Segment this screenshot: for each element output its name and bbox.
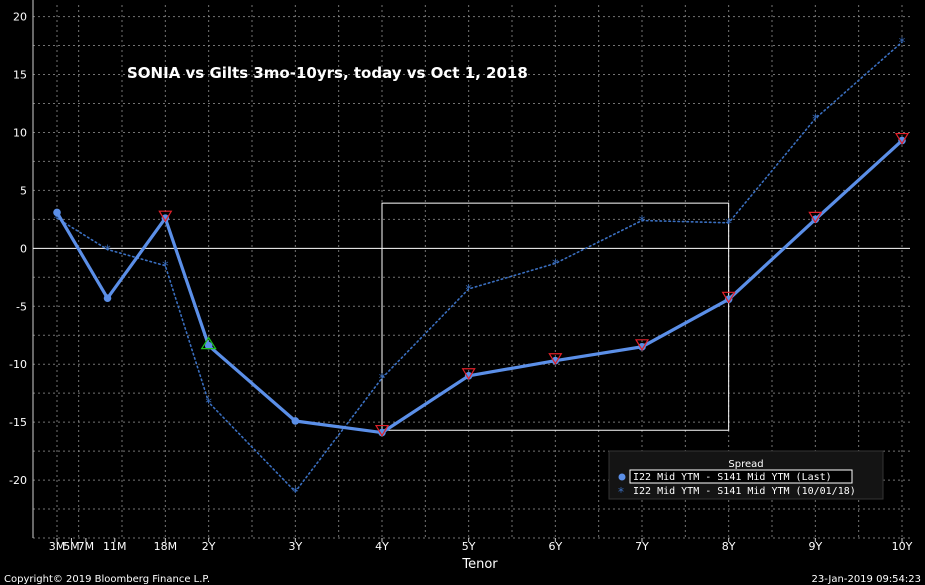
- legend-marker-previous: *: [618, 485, 624, 499]
- down-triangle-marker: [634, 339, 650, 351]
- series-point-previous: *: [54, 212, 61, 227]
- x-tick-label: 3M: [49, 540, 66, 553]
- series-point-previous: *: [205, 396, 212, 411]
- series-point-last: [103, 294, 112, 302]
- y-tick-label: -10: [9, 358, 27, 371]
- x-tick-label: 5Y: [462, 540, 476, 553]
- series-point-previous: *: [899, 36, 906, 51]
- x-tick-label: 6Y: [548, 540, 562, 553]
- x-tick-label: 5M: [63, 540, 80, 553]
- series-line-previous: [56, 41, 903, 493]
- series-point-previous: *: [162, 260, 169, 275]
- series-point-last: [638, 343, 646, 351]
- down-triangle-marker: [461, 368, 476, 380]
- x-tick-label: 7M: [78, 540, 95, 553]
- x-tick-label: 3Y: [288, 540, 302, 553]
- series-point-previous: *: [725, 217, 732, 232]
- series-point-previous: *: [812, 113, 819, 128]
- legend-label-previous: I22 Mid YTM - S141 Mid YTM (10/01/18): [633, 486, 856, 497]
- y-tick-label: -5: [16, 300, 27, 313]
- legend: Spread I22 Mid YTM - S141 Mid YTM (Last)…: [608, 450, 884, 500]
- x-tick-label: 11M: [103, 540, 127, 553]
- x-tick-label: 8Y: [722, 540, 736, 553]
- y-tick-label: 5: [20, 184, 27, 197]
- series-point-last: [898, 136, 906, 145]
- series-point-previous: *: [552, 257, 559, 272]
- series-point-last: [53, 208, 61, 217]
- down-triangle-marker: [548, 353, 563, 365]
- series-point-last: [161, 214, 170, 222]
- legend-title: Spread: [728, 459, 763, 470]
- chart-title: SONIA vs Gilts 3mo-10yrs, today vs Oct 1…: [127, 64, 528, 82]
- y-tick-label: 20: [13, 11, 27, 24]
- legend-highlight: [629, 469, 853, 484]
- copyright-text: Copyright© 2019 Bloomberg Finance L.P.: [4, 574, 210, 585]
- series-point-last: [811, 215, 820, 224]
- series-point-previous: *: [104, 243, 111, 258]
- series-point-last: [378, 428, 386, 437]
- y-tick-label: 10: [13, 126, 27, 139]
- series-point-previous: *: [292, 486, 299, 501]
- series-point-previous: *: [639, 215, 646, 230]
- markers-group: [158, 132, 910, 437]
- series-point-last: [464, 371, 473, 380]
- x-tick-label: 7Y: [635, 540, 649, 553]
- legend-marker-last: [618, 473, 626, 481]
- legend-label-last: I22 Mid YTM - S141 Mid YTM (Last): [633, 472, 832, 483]
- series-point-last: [551, 356, 560, 365]
- x-axis-label: Tenor: [461, 557, 498, 572]
- series-point-last: [291, 417, 300, 425]
- down-triangle-marker: [808, 211, 823, 224]
- x-tick-label: 4Y: [375, 540, 389, 553]
- series-point-previous: *: [379, 372, 386, 387]
- series-group: * * * * * * * * * * * *: [53, 36, 906, 501]
- y-tick-labels: 20 15 10 5 0 -5 -10 -15 -20: [9, 11, 27, 487]
- down-triangle-marker: [721, 291, 736, 304]
- down-triangle-marker: [894, 132, 910, 145]
- y-tick-label: -15: [9, 416, 27, 429]
- y-tick-label: -20: [9, 474, 27, 487]
- series-point-last: [724, 295, 733, 304]
- down-triangle-marker: [158, 210, 173, 223]
- series-point-previous: *: [465, 283, 472, 298]
- series-point-last: [204, 341, 213, 350]
- x-tick-label: 18M: [154, 540, 178, 553]
- highlight-box: [381, 202, 730, 431]
- x-tick-label: 9Y: [808, 540, 822, 553]
- series-line-last: [55, 139, 904, 435]
- timestamp-text: 23-Jan-2019 09:54:23: [812, 574, 921, 585]
- highlight-rect: [381, 202, 730, 431]
- x-tick-label: 10Y: [892, 540, 913, 553]
- up-triangle-marker: [200, 336, 217, 350]
- x-tick-label: 2Y: [202, 540, 216, 553]
- y-tick-label: 15: [13, 69, 27, 82]
- down-triangle-marker: [374, 424, 390, 437]
- y-tick-label: 0: [20, 242, 27, 255]
